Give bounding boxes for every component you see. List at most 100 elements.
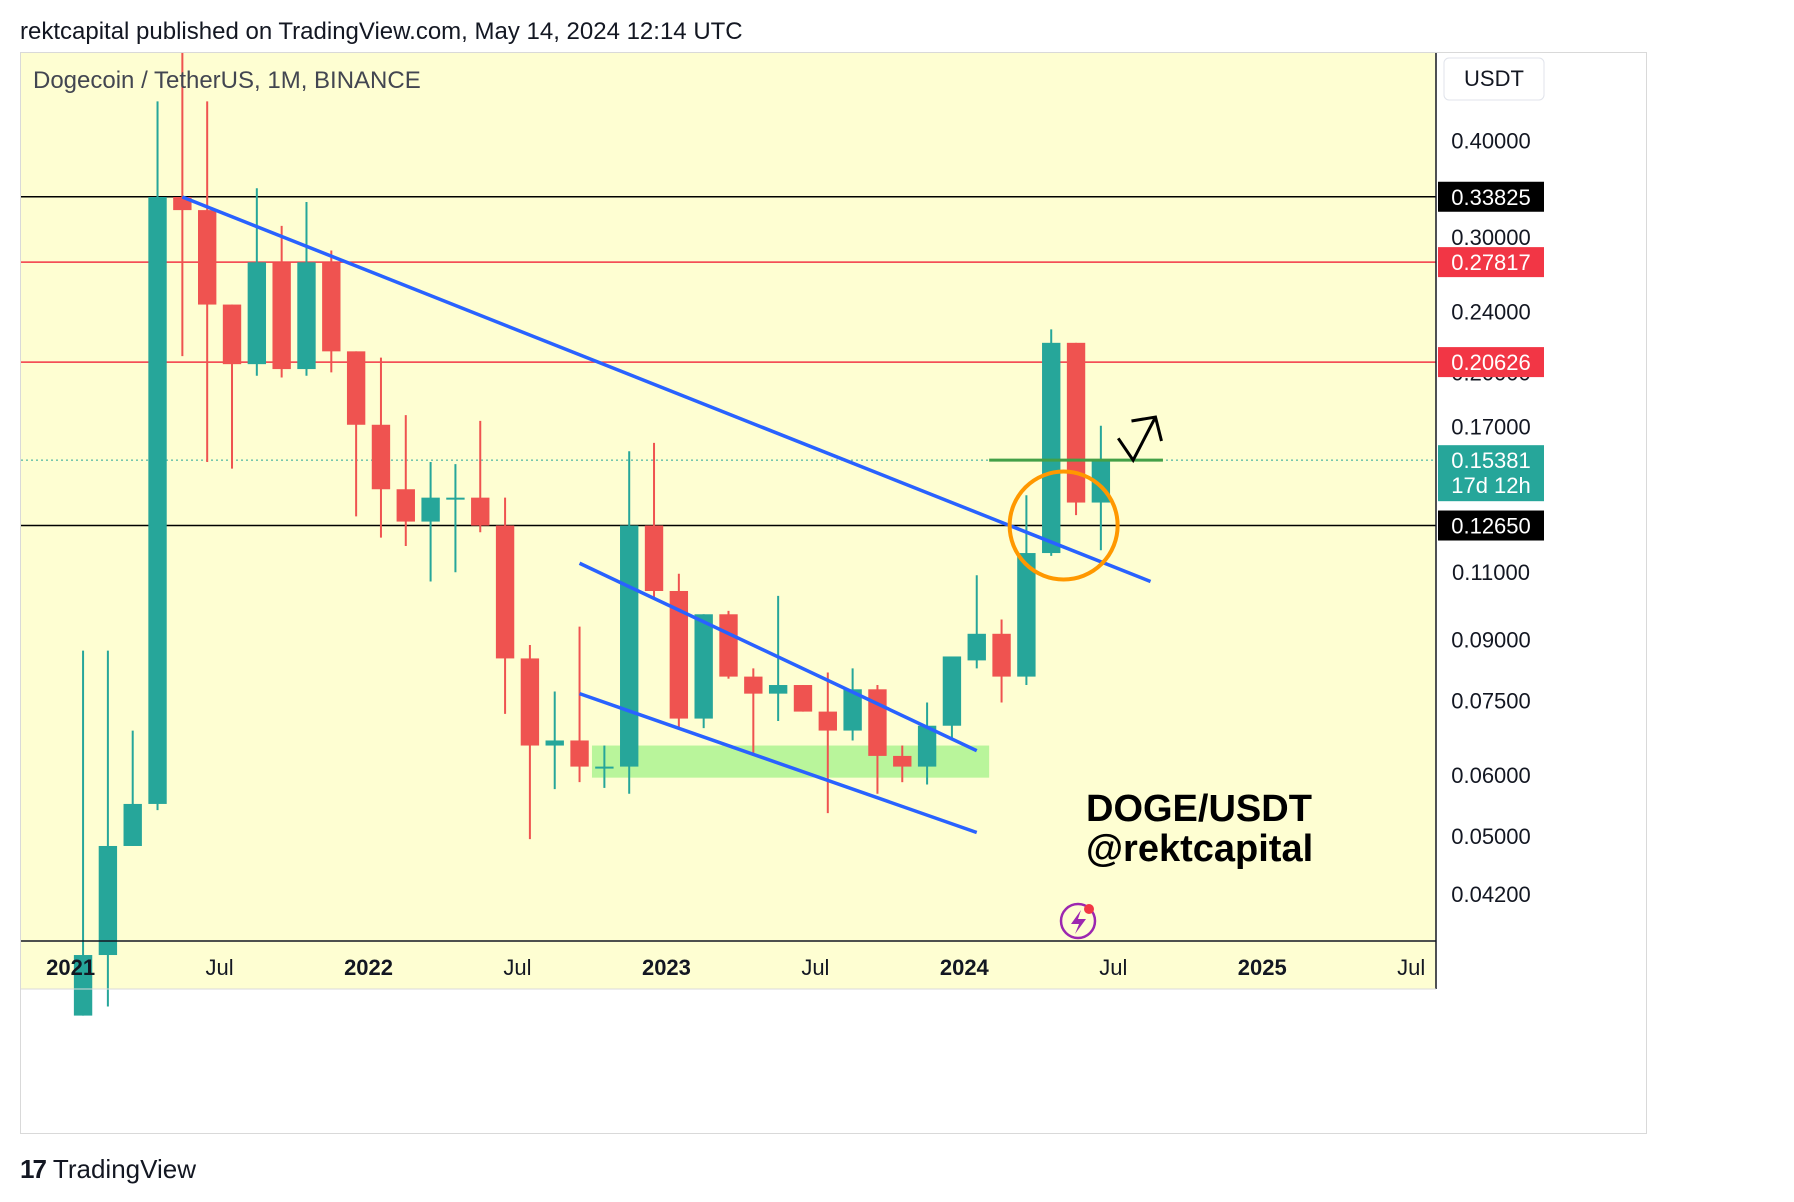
candle-2023-07	[818, 672, 837, 814]
candle-2022-07	[520, 644, 540, 840]
candle-body	[644, 525, 664, 591]
current-price-label: 0.15381	[1451, 448, 1531, 473]
tradingview-brand[interactable]: 17 TradingView	[20, 1154, 196, 1185]
currency-button[interactable]: USDT	[1443, 57, 1545, 101]
candle-2022-09	[570, 626, 589, 783]
candle-body	[495, 525, 515, 659]
candle-body	[322, 262, 341, 352]
candle-2023-04	[744, 668, 763, 756]
candle-2023-12	[942, 656, 962, 741]
trendline-1	[578, 561, 978, 753]
candle-body	[793, 685, 813, 712]
currency-button-label: USDT	[1464, 66, 1524, 91]
candle-body	[967, 633, 986, 661]
candle-body	[272, 262, 291, 370]
candle-body	[942, 656, 962, 726]
level-label-bg-2	[1438, 347, 1544, 378]
candle-2023-03	[719, 610, 738, 679]
candle-body	[620, 525, 639, 767]
candle-body	[346, 351, 366, 425]
x-tick-label-4: 2023	[642, 955, 691, 980]
candle-2023-10	[893, 745, 912, 783]
y-tick-label-10: 0.04200	[1451, 882, 1531, 907]
level-label-bg-1	[1438, 247, 1544, 278]
x-tick-label-8: 2025	[1238, 955, 1287, 980]
candle-body	[446, 497, 465, 500]
breakout-arrow	[1117, 416, 1157, 464]
candle-2023-11	[917, 702, 937, 785]
y-tick-label-1: 0.30000	[1451, 225, 1531, 250]
y-tick-label-5: 0.11000	[1452, 560, 1530, 585]
candle-2022-12	[644, 442, 664, 598]
candle-body	[371, 424, 391, 490]
candle-body	[893, 755, 912, 767]
candle-body	[669, 590, 689, 719]
candle-body	[843, 689, 862, 731]
y-tick-label-7: 0.07500	[1451, 688, 1531, 713]
x-tick-label-6: 2024	[940, 955, 990, 980]
candle-2022-03	[421, 461, 440, 582]
lightning-bolt	[1071, 910, 1086, 934]
trendline-2	[578, 691, 978, 835]
y-tick-label-2: 0.24000	[1451, 299, 1531, 324]
candle-2021-09	[272, 225, 291, 378]
publish-info: rektcapital published on TradingView.com…	[20, 18, 743, 45]
watermark-line-0: DOGE/USDT	[1086, 788, 1312, 830]
x-tick-label-0: 2021	[46, 955, 95, 980]
tradingview-brand-label: TradingView	[52, 1154, 196, 1184]
candle-body	[98, 845, 118, 956]
candlestick-chart[interactable]: Dogecoin / TetherUS, 1M, BINANCE DOGE/USD…	[21, 53, 1646, 1133]
y-tick-label-0: 0.40000	[1451, 129, 1531, 154]
level-label-bg-3	[1438, 510, 1544, 541]
watermark-line-1: @rektcapital	[1086, 828, 1313, 870]
candle-body	[73, 955, 93, 1016]
currency-button-bg	[1443, 57, 1545, 101]
candle-2022-08	[545, 691, 564, 790]
candle-body	[421, 497, 440, 522]
candle-2023-08	[843, 668, 862, 741]
candle-body	[694, 614, 713, 719]
x-tick-label-1: Jul	[206, 955, 234, 980]
candle-2022-06	[495, 497, 515, 714]
candle-2023-01	[669, 573, 689, 729]
candle-2024-04	[1042, 329, 1061, 556]
candle-body	[247, 262, 267, 365]
notification-dot	[1084, 904, 1094, 914]
y-tick-label-4: 0.17000	[1451, 415, 1531, 440]
candle-body	[297, 262, 316, 370]
candle-body	[744, 676, 763, 694]
candle-2021-07	[222, 304, 242, 469]
tradingview-logo-icon: 17	[20, 1154, 47, 1184]
x-axis-background	[21, 941, 1436, 989]
y-tick-label-9: 0.05000	[1451, 824, 1531, 849]
level-label-0: 0.33825	[1451, 185, 1531, 210]
candle-2021-03	[123, 730, 142, 846]
candle-2022-01	[371, 357, 391, 538]
x-tick-label-2: 2022	[344, 955, 393, 980]
candle-2022-10	[595, 745, 614, 788]
lightning-icon	[1059, 902, 1097, 940]
y-tick-label-6: 0.09000	[1451, 627, 1531, 652]
candle-2021-12	[346, 351, 366, 517]
candle-2024-01	[967, 575, 986, 669]
candle-2021-10	[297, 201, 316, 376]
current-price-label-bg	[1438, 445, 1544, 502]
candle-body	[992, 633, 1011, 677]
candle-2022-04	[446, 464, 465, 573]
candle-body	[1017, 553, 1036, 677]
candle-2024-02	[992, 619, 1011, 703]
candle-body	[123, 803, 142, 846]
chart-title: Dogecoin / TetherUS, 1M, BINANCE	[33, 67, 421, 94]
candle-2021-01	[73, 650, 93, 1016]
level-label-3: 0.12650	[1451, 514, 1531, 539]
candle-body	[545, 740, 564, 746]
lightning-ring	[1059, 902, 1097, 940]
candle-body	[520, 658, 540, 746]
candle-body	[719, 614, 738, 677]
x-tick-label-3: Jul	[503, 955, 531, 980]
chart-area[interactable]: Dogecoin / TetherUS, 1M, BINANCE DOGE/USD…	[20, 52, 1647, 1134]
candle-2021-11	[322, 250, 341, 373]
candle-body	[471, 497, 490, 526]
candle-2024-05	[1066, 342, 1086, 516]
candle-2021-06	[197, 101, 217, 462]
